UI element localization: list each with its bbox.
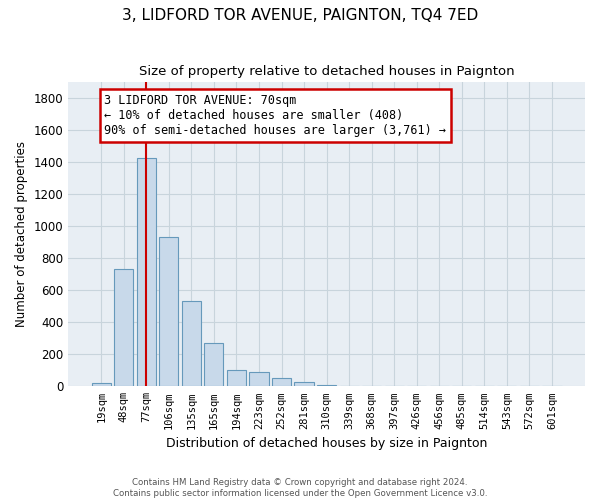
Bar [92,383,111,386]
Bar [205,343,223,386]
Text: 3 LIDFORD TOR AVENUE: 70sqm
← 10% of detached houses are smaller (408)
90% of se: 3 LIDFORD TOR AVENUE: 70sqm ← 10% of det… [104,94,446,137]
Bar [159,236,178,386]
Title: Size of property relative to detached houses in Paignton: Size of property relative to detached ho… [139,65,514,78]
Bar [295,382,314,386]
Bar [272,378,291,386]
Text: Contains HM Land Registry data © Crown copyright and database right 2024.
Contai: Contains HM Land Registry data © Crown c… [113,478,487,498]
Bar [250,372,269,386]
Bar [227,370,246,386]
Y-axis label: Number of detached properties: Number of detached properties [15,141,28,327]
Text: 3, LIDFORD TOR AVENUE, PAIGNTON, TQ4 7ED: 3, LIDFORD TOR AVENUE, PAIGNTON, TQ4 7ED [122,8,478,22]
X-axis label: Distribution of detached houses by size in Paignton: Distribution of detached houses by size … [166,437,487,450]
Bar [137,158,156,386]
Bar [182,302,201,386]
Bar [114,268,133,386]
Bar [317,384,336,386]
